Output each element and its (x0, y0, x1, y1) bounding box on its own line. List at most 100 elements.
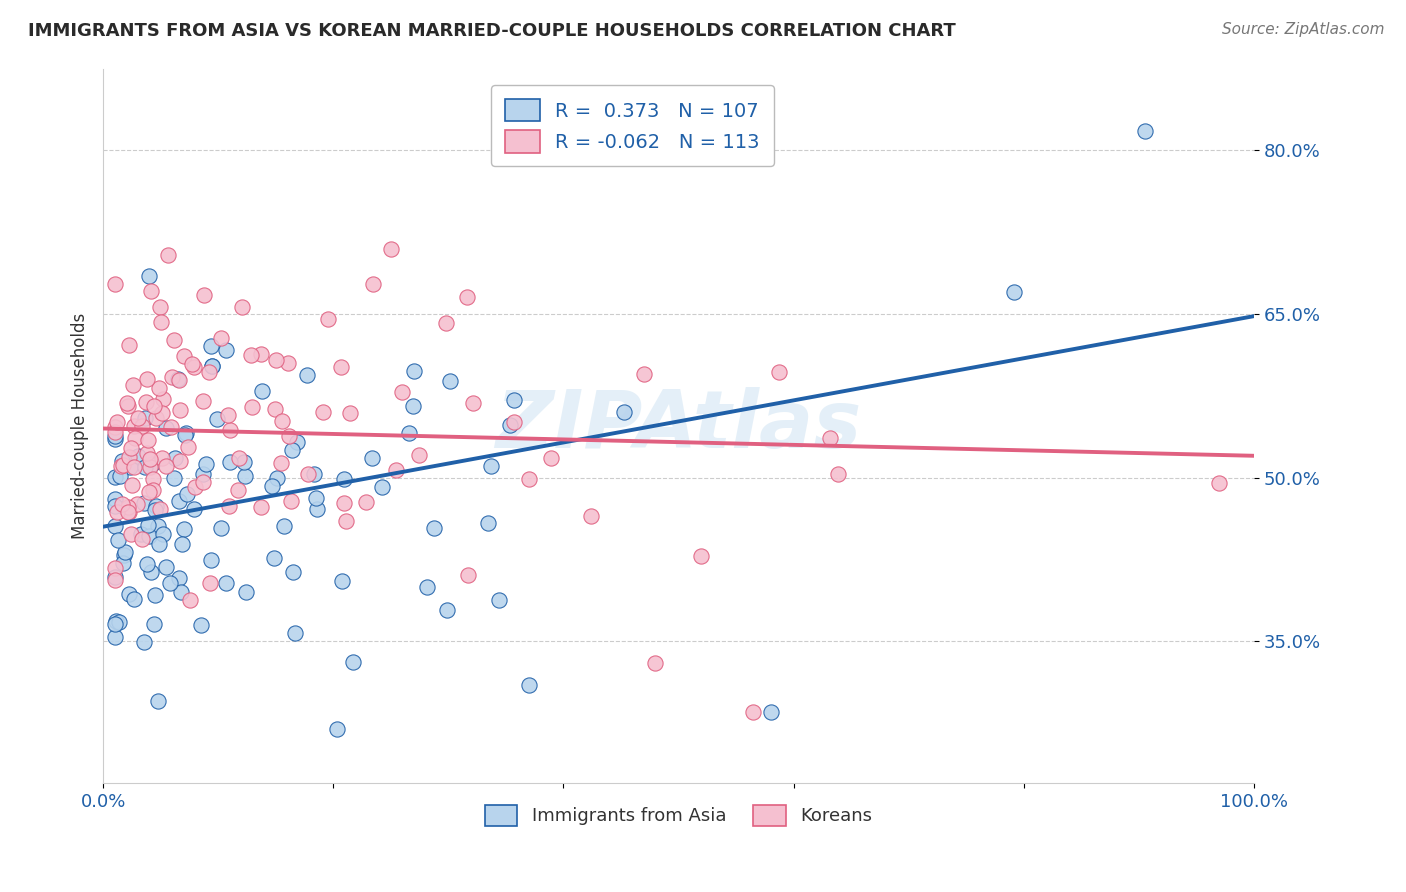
Point (104, 518, 127, 533)
Point (250, 384, 273, 398)
Point (304, 467, 326, 481)
Point (503, 415, 526, 429)
Point (281, 566, 304, 580)
Point (167, 571, 190, 585)
Point (114, 545, 136, 559)
Point (249, 500, 271, 514)
Point (540, 451, 562, 466)
Point (477, 516, 499, 531)
Point (250, 346, 273, 360)
Point (127, 449, 149, 463)
Point (231, 301, 253, 315)
Point (150, 407, 173, 421)
Point (160, 419, 183, 434)
Point (198, 576, 221, 591)
Point (318, 312, 340, 326)
Point (179, 592, 201, 607)
Point (193, 288, 215, 302)
Point (209, 521, 232, 535)
Point (108, 615, 131, 629)
Point (111, 454, 134, 468)
Point (173, 522, 195, 536)
Point (498, 418, 520, 433)
Point (121, 478, 143, 492)
Point (198, 365, 221, 379)
Point (211, 331, 233, 345)
Point (193, 393, 215, 408)
Point (401, 399, 423, 413)
Point (105, 505, 128, 519)
Point (127, 410, 149, 425)
Point (124, 592, 146, 607)
Point (135, 446, 157, 460)
Point (335, 515, 357, 529)
Point (402, 364, 425, 378)
Point (579, 509, 602, 524)
Point (385, 462, 408, 476)
Point (183, 501, 205, 516)
Point (456, 290, 478, 304)
Point (127, 497, 149, 511)
Point (181, 357, 204, 371)
Point (1002, 285, 1025, 299)
Point (173, 350, 195, 364)
Point (380, 242, 402, 256)
Point (297, 467, 319, 481)
Point (149, 502, 172, 516)
Point (281, 443, 304, 458)
Point (235, 585, 257, 599)
Point (488, 592, 510, 607)
Point (104, 630, 127, 644)
Point (273, 518, 295, 533)
Point (131, 532, 153, 546)
Point (439, 374, 461, 388)
Point (503, 393, 526, 408)
Point (104, 428, 127, 442)
Point (132, 635, 155, 649)
Point (200, 552, 222, 566)
Point (613, 404, 636, 418)
Point (219, 423, 242, 437)
Point (195, 457, 218, 471)
Point (280, 494, 302, 508)
Point (742, 705, 765, 719)
Point (398, 425, 420, 440)
Point (285, 435, 308, 450)
Point (143, 587, 166, 601)
Legend: Immigrants from Asia, Koreans: Immigrants from Asia, Koreans (475, 796, 882, 835)
Point (232, 455, 254, 469)
Point (517, 678, 540, 692)
Point (115, 502, 138, 516)
Point (148, 381, 170, 395)
Point (142, 472, 165, 486)
Point (134, 411, 156, 425)
Point (169, 403, 191, 417)
Y-axis label: Married-couple Households: Married-couple Households (72, 313, 89, 539)
Point (240, 400, 263, 414)
Point (112, 556, 135, 570)
Point (169, 453, 191, 467)
Point (118, 505, 141, 519)
Point (233, 469, 256, 483)
Point (146, 519, 169, 533)
Point (326, 722, 349, 736)
Point (118, 460, 141, 475)
Point (827, 467, 849, 482)
Point (104, 425, 127, 440)
Point (759, 705, 782, 719)
Point (145, 499, 167, 513)
Point (146, 694, 169, 708)
Point (134, 496, 156, 510)
Point (104, 573, 127, 587)
Point (136, 517, 159, 532)
Point (215, 343, 238, 358)
Point (177, 440, 200, 454)
Point (391, 385, 413, 400)
Point (183, 360, 205, 375)
Point (152, 527, 174, 541)
Point (136, 372, 159, 386)
Point (434, 316, 457, 330)
Point (644, 656, 666, 670)
Point (136, 557, 159, 571)
Point (139, 565, 162, 579)
